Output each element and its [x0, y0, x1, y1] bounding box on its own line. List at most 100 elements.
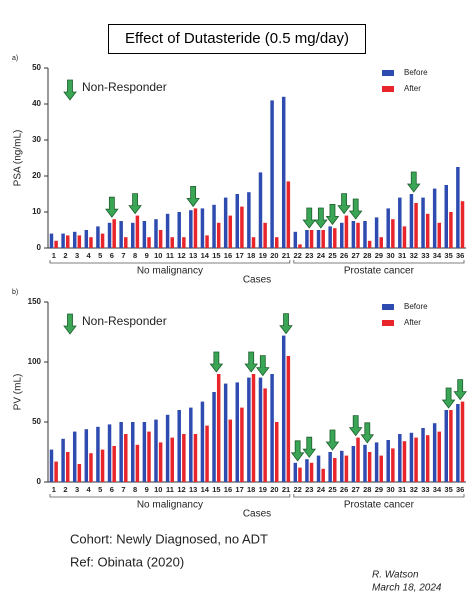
bar [72, 231, 77, 248]
bar [100, 449, 105, 482]
non-responder-arrow [128, 193, 142, 215]
bar [170, 237, 174, 248]
x-axis-title: Cases [243, 275, 271, 286]
y-axis-title: PV (mL) [13, 374, 24, 411]
bar [274, 237, 279, 248]
non-responder-arrow [256, 355, 270, 377]
bar [456, 404, 460, 482]
bar [298, 467, 302, 482]
x-tick-label: 34 [433, 251, 442, 260]
x-tick-label: 31 [398, 485, 406, 494]
x-tick-label: 15 [212, 251, 220, 260]
x-tick-label: 6 [110, 251, 114, 260]
bar [119, 422, 123, 482]
bar [49, 233, 54, 248]
non-responder-arrow [302, 207, 317, 229]
bar [363, 444, 367, 482]
title-box: Effect of Dutasteride (0.5 mg/day) [108, 24, 366, 54]
bar [374, 442, 379, 482]
y-tick-label: 100 [28, 357, 42, 366]
bar [107, 424, 112, 482]
bar [258, 172, 263, 248]
y-axis-title: PSA (ng/mL) [13, 130, 24, 187]
x-tick-label: 25 [328, 251, 336, 260]
bar [54, 461, 58, 482]
bar [414, 203, 418, 248]
bar [158, 230, 163, 248]
x-tick-label: 18 [247, 251, 255, 260]
bar [124, 434, 128, 482]
non-responder-arrow [63, 79, 77, 101]
bar [316, 230, 321, 248]
bar [247, 377, 251, 482]
bar [61, 233, 65, 248]
bar [131, 222, 135, 248]
bar [142, 422, 147, 482]
bar [65, 235, 70, 248]
x-tick-label: 24 [317, 251, 326, 260]
bar [316, 455, 321, 482]
x-tick-label: 14 [201, 485, 210, 494]
bar [356, 222, 360, 248]
bar [344, 215, 349, 248]
non-responder-arrow [302, 436, 317, 458]
group-label: No malignancy [137, 266, 203, 277]
x-tick-label: 6 [110, 485, 114, 494]
bar [274, 422, 279, 482]
x-tick-label: 1 [52, 251, 56, 260]
bar [65, 452, 70, 482]
bar [305, 459, 309, 482]
group-bracket [49, 494, 291, 498]
bar [251, 374, 256, 482]
bar [263, 222, 267, 248]
x-tick-label: 12 [177, 485, 185, 494]
x-tick-label: 10 [154, 251, 162, 260]
x-tick-label: 18 [247, 485, 255, 494]
x-tick-label: 27 [352, 485, 360, 494]
y-tick-label: 30 [32, 135, 41, 144]
bar [228, 419, 233, 482]
bar [177, 410, 181, 482]
x-tick-label: 4 [87, 485, 92, 494]
x-tick-label: 21 [282, 251, 290, 260]
bar [379, 237, 383, 248]
bar [177, 212, 181, 248]
x-tick-label: 4 [87, 251, 92, 260]
bar [54, 240, 58, 248]
x-tick-label: 5 [98, 251, 102, 260]
panel-label: a) [12, 55, 18, 62]
bar [142, 221, 147, 248]
x-tick-label: 22 [293, 251, 301, 260]
y-tick-label: 10 [32, 207, 41, 216]
x-tick-label: 20 [270, 485, 278, 494]
x-tick-label: 28 [363, 485, 371, 494]
group-label: Prostate cancer [344, 500, 415, 511]
non-responder-arrow [348, 198, 363, 220]
bar [235, 194, 240, 248]
bar [216, 222, 221, 248]
non-responder-arrow [186, 186, 200, 208]
bar [356, 437, 360, 482]
x-tick-label: 23 [305, 251, 313, 260]
non-responder-arrow [290, 440, 305, 462]
bar [107, 222, 112, 248]
bar [374, 217, 379, 248]
bar [228, 215, 233, 248]
non-responder-arrow [441, 387, 456, 409]
x-tick-label: 36 [456, 485, 464, 494]
bar [189, 210, 193, 248]
bar [328, 226, 332, 248]
x-tick-label: 19 [259, 251, 267, 260]
x-tick-label: 32 [410, 485, 418, 494]
legend-swatch [382, 320, 394, 326]
bar [386, 440, 390, 482]
x-tick-label: 13 [189, 251, 197, 260]
bar [89, 453, 93, 482]
bar [135, 444, 140, 482]
bar [170, 437, 174, 482]
bar [367, 452, 372, 482]
bar [421, 428, 425, 482]
bar [398, 197, 402, 248]
non-responder-arrow [348, 415, 363, 437]
